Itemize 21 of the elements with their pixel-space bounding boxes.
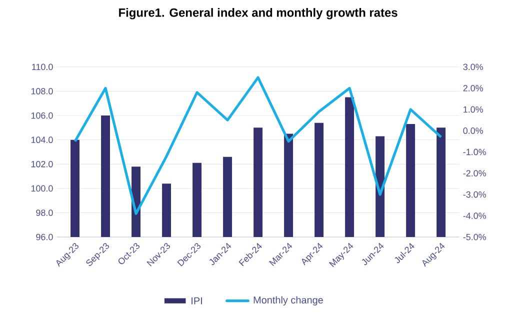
y-tick-label: 100.0 [31,185,53,192]
legend-label: Monthly change [254,296,323,306]
y-tick-label: 96.0 [36,234,53,240]
y2-tick-label: 1.0% [464,106,484,113]
legend-label: IPI [192,297,202,304]
y-tick-label: 108.0 [31,88,53,94]
y2-tick-label: -4.0% [463,212,486,219]
line-series [74,76,442,215]
y2-tick-label: -5.0% [463,234,486,240]
y2-tick-label: 2.0% [463,85,484,92]
y-tick-label: 102.0 [31,160,53,168]
y2-tick-label: 0.0% [463,128,484,134]
y-tick-label: 104.0 [31,136,53,144]
y2-tick-label: -2.0% [463,170,486,176]
y2-tick-label: 3.0% [463,64,484,70]
y-tick-label: 110.0 [32,64,53,70]
y2-tick-label: -1.0% [463,148,486,156]
y-tick-label: 106.0 [31,112,53,119]
y2-tick-label: -3.0% [463,191,486,198]
chart-title: Figure1. General index and monthly growth rates [119,8,398,20]
y-tick-label: 98.0 [36,210,53,216]
